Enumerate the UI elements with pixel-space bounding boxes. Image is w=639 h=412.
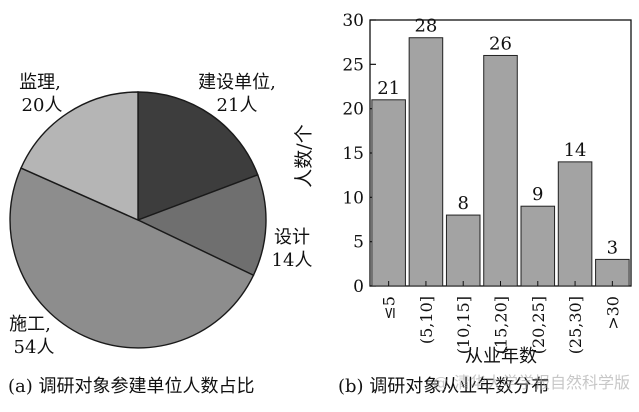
- pie-chart: [9, 91, 267, 349]
- pie-slice-0: [137, 91, 259, 222]
- bar-0: [371, 99, 406, 287]
- bar-value-label: 26: [489, 33, 512, 54]
- pie-label-construction: 施工,: [9, 314, 51, 335]
- bar-x-axis-label: 从业年数: [465, 346, 537, 367]
- bar-3: [483, 54, 518, 287]
- bar-2: [445, 214, 481, 287]
- bar-value-label: 8: [457, 193, 468, 214]
- pie-value-design: 14人: [272, 250, 313, 271]
- bar-5: [557, 161, 593, 287]
- y-tick-label: 5: [353, 233, 364, 253]
- pie-slice-3: [20, 91, 139, 222]
- bar-value-label: 3: [607, 237, 618, 258]
- y-tick-label: 0: [353, 277, 364, 297]
- x-category-label: ≤5: [380, 296, 399, 320]
- bar-y-axis-label: 人数/个: [293, 124, 315, 187]
- x-category-label: >30: [603, 296, 622, 330]
- x-category-label: (20,25]: [529, 296, 548, 354]
- pie-value-construction: 54人: [14, 337, 55, 358]
- y-tick-label: 30: [342, 11, 364, 31]
- pie-label-supervision: 监理,: [19, 72, 61, 93]
- bar-4: [520, 205, 556, 287]
- pie-value-construction-unit: 21人: [217, 95, 258, 116]
- bar-value-label: 28: [414, 16, 437, 37]
- x-category-label: (15,20]: [492, 296, 511, 354]
- bar-chart: 0 5 10 15 20 25 30 21 ≤5 28 (5,10] 8 (10,15] 26 (15,20…: [342, 11, 632, 354]
- pie-value-supervision: 20人: [22, 95, 63, 116]
- y-tick-label: 25: [342, 55, 364, 75]
- watermark: @ 清华大学学报自然科学版: [433, 373, 630, 392]
- pie-slice-1: [136, 173, 267, 277]
- bar-1: [408, 37, 444, 287]
- pie-label-design: 设计: [274, 227, 310, 248]
- bar-value-label: 21: [377, 78, 400, 99]
- pie-slice-2: [9, 167, 255, 349]
- y-tick-label: 10: [342, 188, 364, 208]
- bar-value-label: 14: [564, 140, 587, 161]
- x-category-label: (5,10]: [417, 296, 436, 344]
- pie-caption: (a) 调研对象参建单位人数占比: [8, 376, 255, 397]
- y-tick-label: 15: [342, 144, 364, 164]
- pie-label-construction-unit: 建设单位,: [198, 72, 276, 93]
- bar-caption: (b) 调研对象从业年数分布: [338, 376, 549, 397]
- x-category-label: (10,15]: [454, 296, 473, 354]
- bar-value-label: 9: [532, 184, 543, 205]
- x-category-label: (25,30]: [566, 296, 585, 354]
- y-tick-label: 20: [342, 100, 364, 120]
